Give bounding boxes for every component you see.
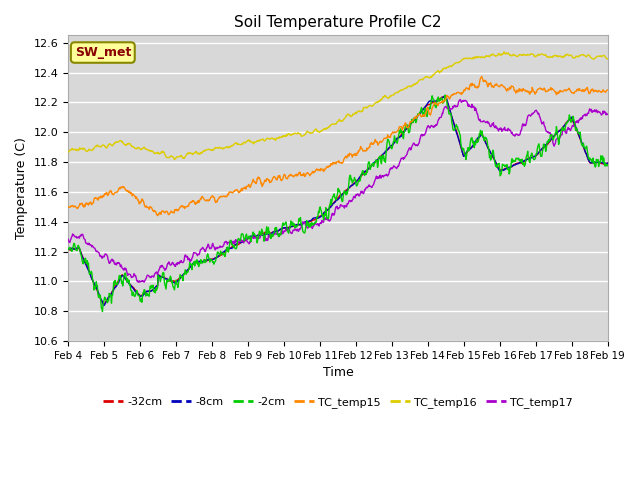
Legend: -32cm, -8cm, -2cm, TC_temp15, TC_temp16, TC_temp17: -32cm, -8cm, -2cm, TC_temp15, TC_temp16,…: [98, 393, 577, 412]
Text: SW_met: SW_met: [75, 46, 131, 59]
X-axis label: Time: Time: [323, 366, 353, 379]
Title: Soil Temperature Profile C2: Soil Temperature Profile C2: [234, 15, 442, 30]
Y-axis label: Temperature (C): Temperature (C): [15, 137, 28, 239]
